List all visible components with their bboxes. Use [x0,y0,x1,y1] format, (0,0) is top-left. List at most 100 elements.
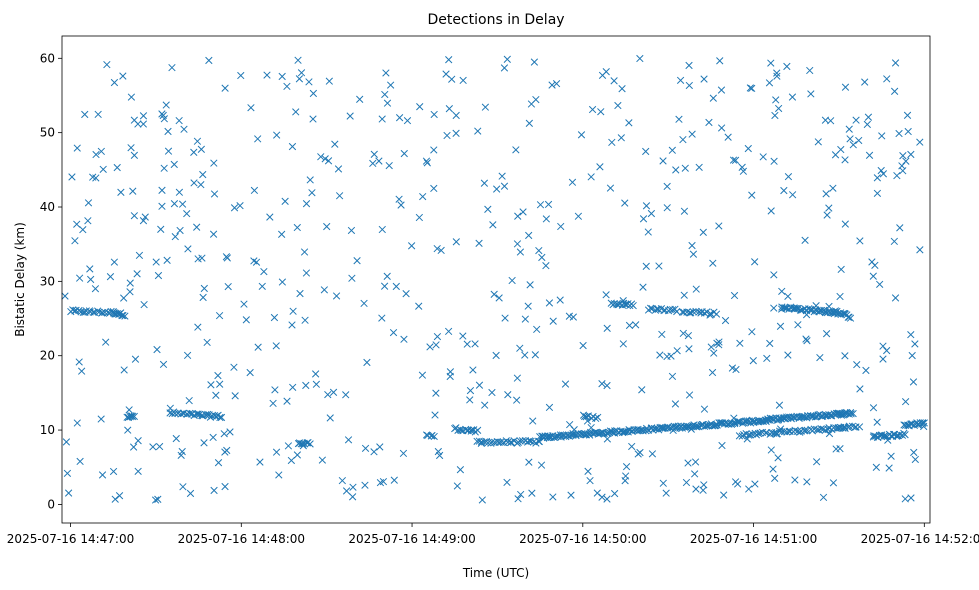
data-point [880,432,889,440]
data-point [650,424,659,433]
data-point [301,316,309,324]
data-point [878,132,886,140]
data-point [484,205,492,213]
data-point [730,414,738,422]
data-point [603,324,611,332]
data-point [153,345,161,354]
data-point [490,290,498,298]
data-point [902,157,910,165]
data-point [160,164,168,172]
data-point [190,179,198,187]
y-tick-label: 20 [40,349,55,363]
data-point [556,296,564,304]
data-point [110,78,119,87]
data-point [466,396,474,404]
data-point [743,435,751,443]
y-axis-label: Bistatic Delay (km) [13,222,27,337]
data-point [826,117,835,125]
data-point [154,495,162,503]
data-point [430,110,438,119]
data-point [648,450,657,458]
data-point [97,415,105,423]
data-point [823,211,831,219]
y-tick-label: 40 [40,200,55,214]
data-point [381,90,389,99]
data-point [197,145,205,153]
x-tick-label: 2025-07-16 14:50:00 [519,532,646,546]
data-point [216,413,224,422]
data-point [273,131,281,139]
data-point [334,165,343,173]
data-point [865,151,874,159]
data-point [531,351,539,359]
data-point [679,135,687,144]
data-point [363,358,371,367]
data-point [907,330,915,339]
data-point [127,144,135,152]
data-point [676,76,685,85]
data-point [293,223,301,232]
data-point [672,166,680,174]
data-point [766,339,774,348]
data-point [856,237,864,245]
data-point [378,225,386,234]
data-point [549,493,557,501]
data-point [254,135,262,143]
data-point [890,237,898,246]
data-point [770,157,778,165]
data-point [353,257,361,265]
data-point [140,300,148,309]
data-point [118,311,126,320]
data-point [210,190,219,198]
data-point [158,202,166,210]
data-point [62,438,71,446]
data-point [77,367,86,375]
data-point [120,294,128,302]
data-point [525,458,533,466]
data-point [109,467,118,476]
data-point [480,179,489,187]
data-point [812,458,821,466]
data-point [717,124,726,132]
data-point [700,481,708,489]
data-point [513,240,522,248]
data-point [793,427,802,435]
data-point [911,340,919,348]
data-point [171,232,179,241]
data-point [588,105,597,114]
x-axis-label: Time (UTC) [462,566,529,580]
data-point [471,340,479,348]
data-point [348,274,356,282]
data-point [659,479,667,487]
data-point [183,209,191,218]
data-point [284,442,293,450]
data-point [270,313,279,322]
data-point [190,148,198,156]
data-point [278,278,287,286]
data-point [862,366,870,375]
data-point [119,72,127,80]
data-point [873,418,881,426]
data-point [849,141,857,149]
data-point [478,496,486,504]
data-point [545,403,554,412]
data-point [767,59,775,67]
data-point [584,467,592,475]
data-point [891,294,900,302]
data-point [407,242,416,250]
data-point [538,253,546,262]
data-point [230,363,238,371]
data-point [139,120,148,128]
data-point [617,134,625,142]
data-point [648,424,656,432]
data-point [882,432,890,440]
data-point [695,308,703,316]
data-point [542,261,550,270]
data-point [431,411,439,419]
data-point [794,321,802,329]
data-point [209,433,217,442]
data-point [256,458,264,466]
data-point [659,157,667,165]
data-point [179,483,187,491]
data-point [603,381,611,390]
